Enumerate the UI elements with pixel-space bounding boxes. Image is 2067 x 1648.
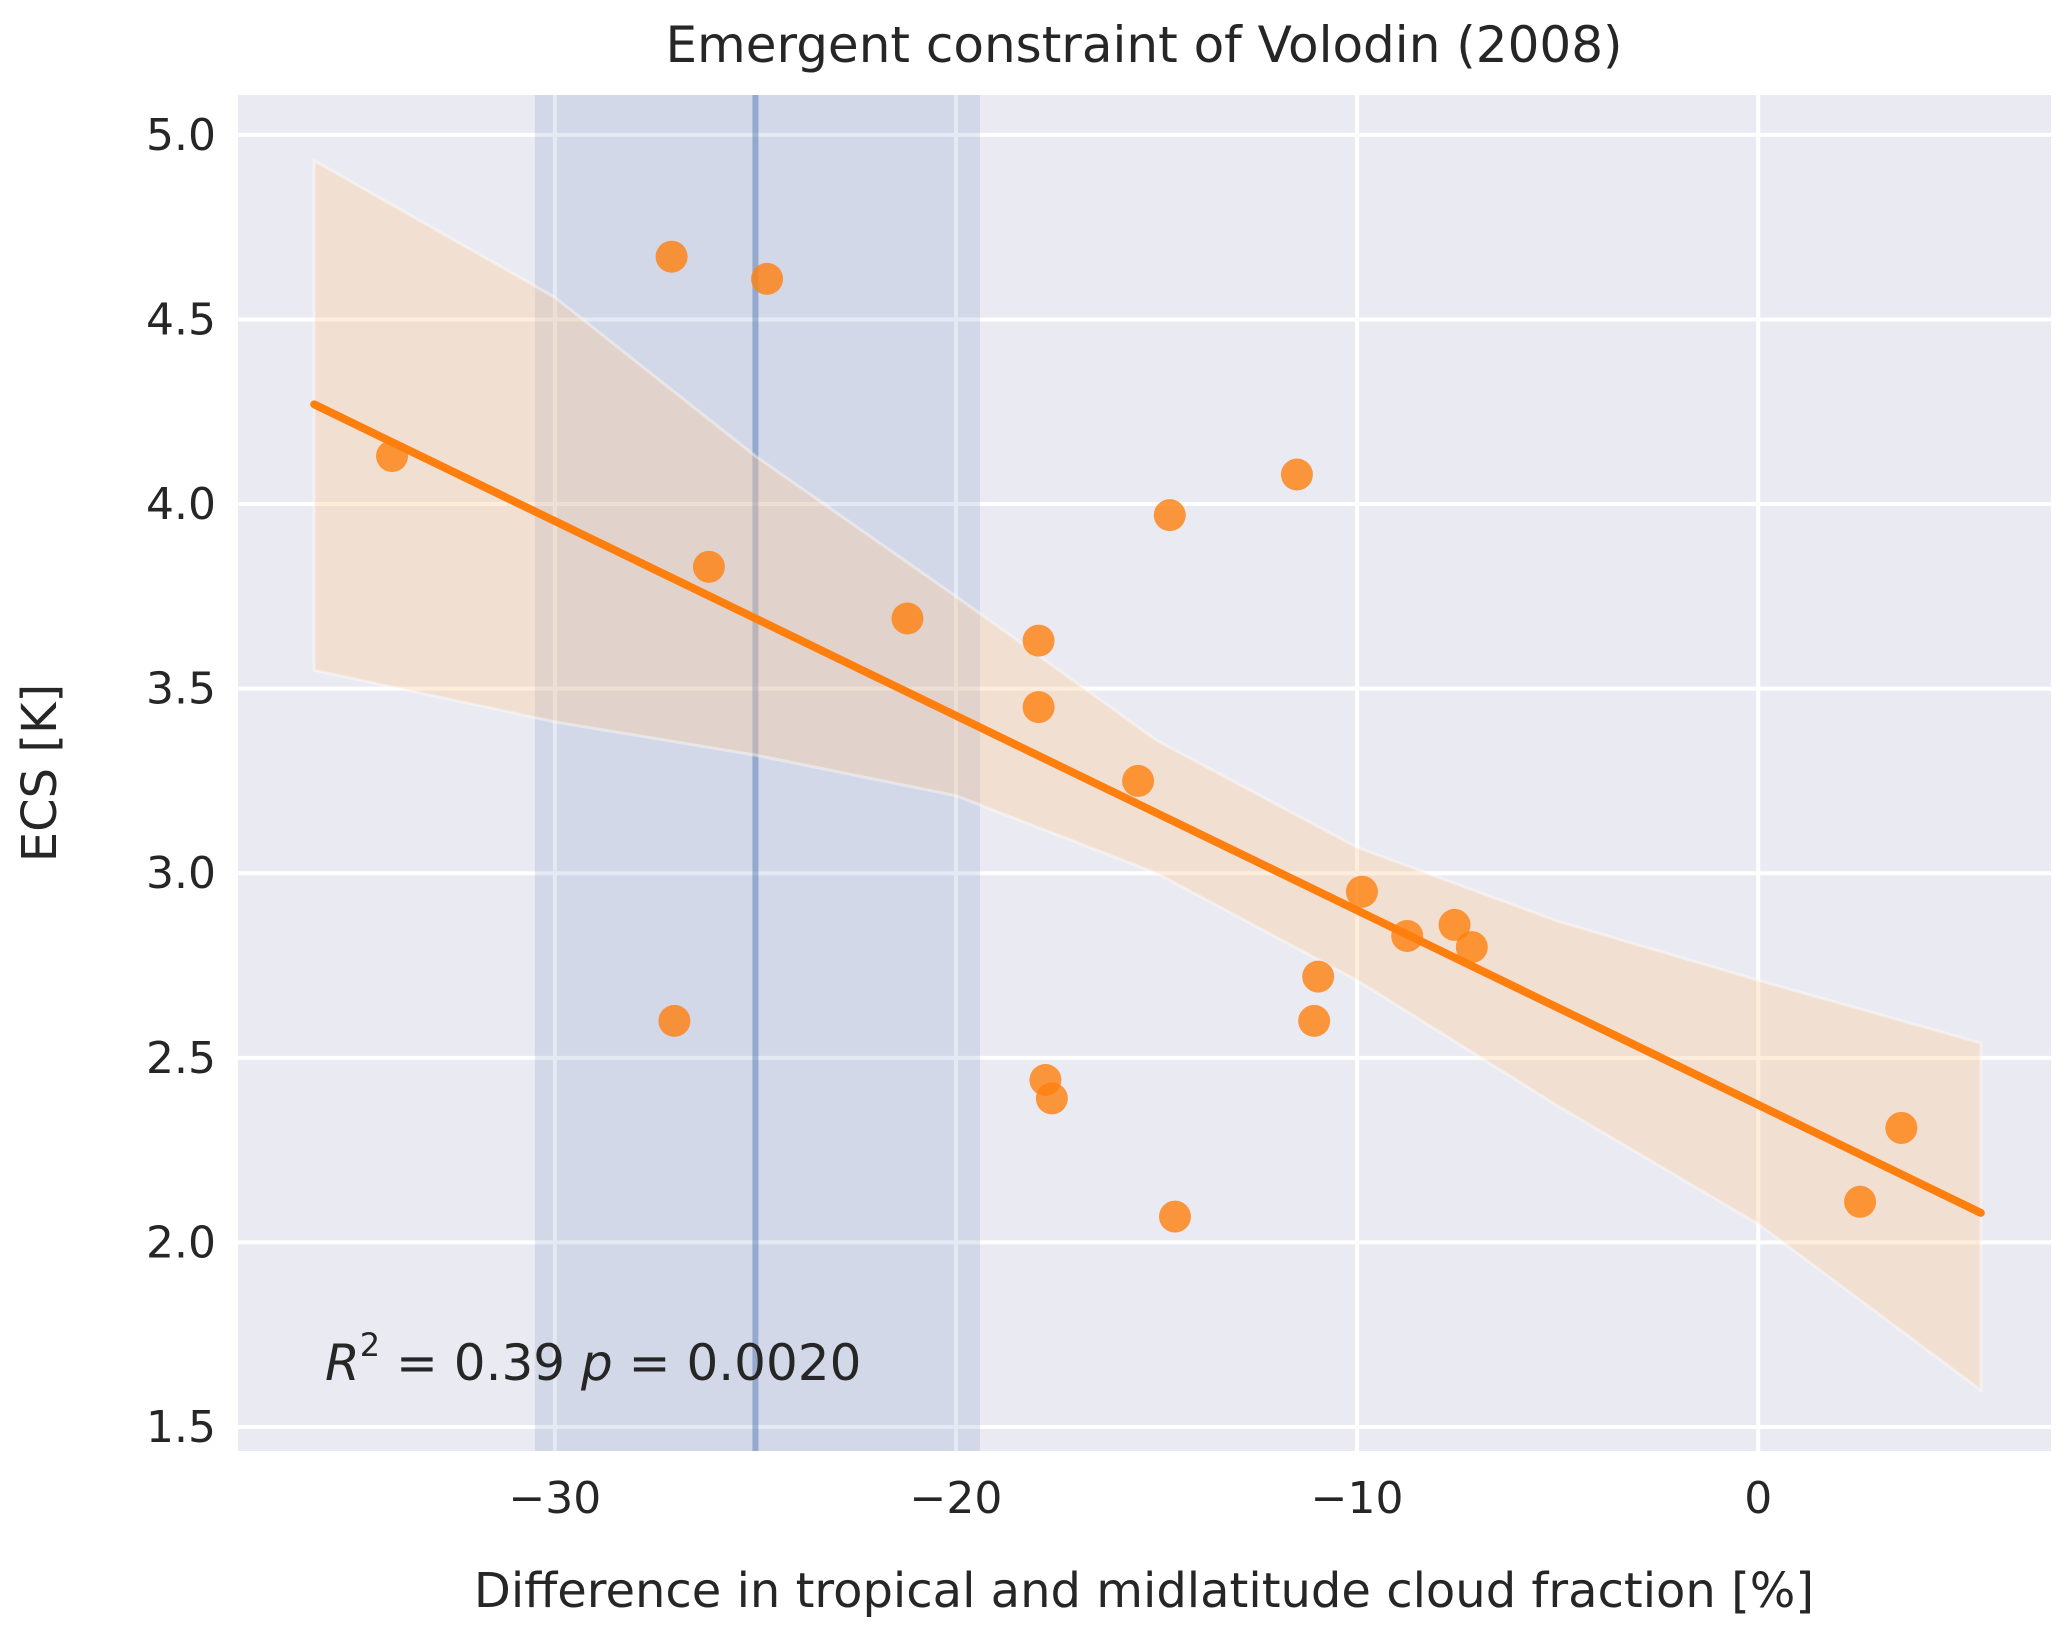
r2-superscript: 2 [360, 1326, 380, 1364]
y-tick-label: 3.5 [146, 664, 216, 715]
data-point [1022, 624, 1055, 657]
data-point [1298, 1004, 1331, 1037]
y-axis-label: ECS [K] [12, 684, 68, 863]
data-point [1455, 931, 1488, 964]
data-point [1844, 1185, 1877, 1218]
data-point [1035, 1082, 1068, 1115]
p-value: = 0.0020 [613, 1334, 862, 1392]
data-point [655, 240, 688, 273]
y-tick-label: 2.0 [146, 1217, 216, 1268]
y-tick-label: 3.0 [146, 848, 216, 899]
data-point [1022, 691, 1055, 724]
data-point [1438, 908, 1471, 941]
data-point [1158, 1200, 1191, 1233]
r2-value: = 0.39 [380, 1334, 581, 1392]
regression-line [310, 400, 1985, 1217]
y-tick-label: 4.0 [146, 479, 216, 530]
data-point [751, 262, 784, 295]
data-point [1302, 960, 1335, 993]
r2-symbol: R [325, 1334, 360, 1392]
x-tick-label: 0 [1744, 1473, 1772, 1524]
data-point [891, 602, 924, 635]
data-point [1345, 875, 1378, 908]
x-tick-label: −20 [910, 1473, 1003, 1524]
chart-title: Emergent constraint of Volodin (2008) [665, 16, 1622, 74]
x-tick-labels: −30 −20 −10 0 [508, 1473, 1772, 1524]
observation-range [534, 95, 981, 1451]
data-point [692, 550, 725, 583]
x-axis-label: Difference in tropical and midlatitude c… [474, 1563, 1814, 1619]
data-point [1153, 499, 1186, 532]
x-tick-label: −30 [508, 1473, 601, 1524]
y-tick-labels: 1.5 2.0 2.5 3.0 3.5 4.0 4.5 5.0 [146, 110, 216, 1453]
regression-fit-line [310, 400, 1985, 1217]
y-tick-label: 5.0 [146, 110, 216, 161]
observation-band [534, 95, 981, 1451]
y-tick-label: 4.5 [146, 294, 216, 345]
y-tick-label: 2.5 [146, 1033, 216, 1084]
data-points [376, 240, 1918, 1233]
data-point [658, 1004, 691, 1037]
stats-annotation: R2 = 0.39 p = 0.0020 [325, 1326, 861, 1392]
y-tick-label: 1.5 [146, 1402, 216, 1453]
p-symbol: p [580, 1334, 613, 1392]
x-tick-label: −10 [1311, 1473, 1404, 1524]
data-point [1122, 764, 1155, 797]
data-point [1885, 1111, 1918, 1144]
grid-lines [238, 95, 2051, 1451]
data-point [1280, 458, 1313, 491]
